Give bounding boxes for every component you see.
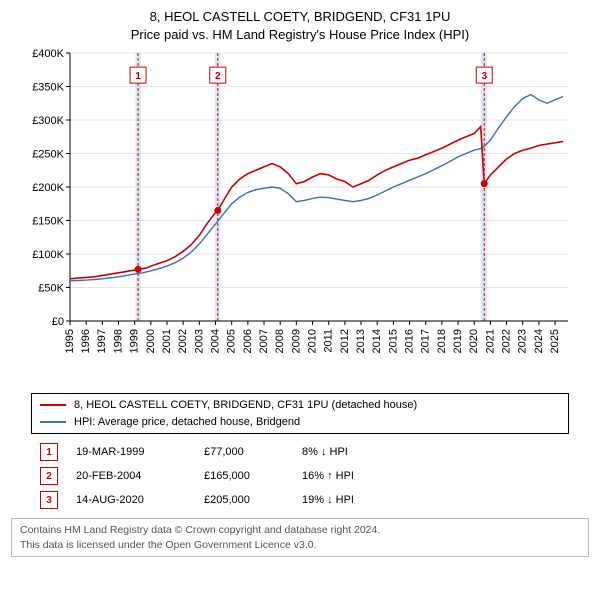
legend: 8, HEOL CASTELL COETY, BRIDGEND, CF31 1P…: [31, 393, 569, 434]
svg-text:2000: 2000: [145, 329, 157, 353]
legend-item: HPI: Average price, detached house, Brid…: [40, 414, 560, 431]
legend-label: HPI: Average price, detached house, Brid…: [74, 414, 300, 431]
svg-text:£50K: £50K: [38, 283, 64, 295]
marker-date: 20-FEB-2004: [76, 470, 186, 482]
marker-row: 3 14-AUG-2020 £205,000 19% ↓ HPI: [40, 488, 560, 512]
marker-badge: 2: [40, 467, 58, 485]
legend-item: 8, HEOL CASTELL COETY, BRIDGEND, CF31 1P…: [40, 397, 560, 414]
svg-text:1999: 1999: [129, 329, 141, 353]
svg-text:1995: 1995: [64, 329, 76, 353]
svg-text:2017: 2017: [420, 329, 432, 353]
marker-delta: 8% ↓ HPI: [302, 446, 402, 458]
legend-swatch: [40, 404, 66, 406]
attribution: Contains HM Land Registry data © Crown c…: [11, 518, 589, 557]
legend-swatch: [40, 421, 66, 423]
svg-text:1996: 1996: [80, 329, 92, 353]
svg-text:2012: 2012: [339, 329, 351, 353]
svg-text:2015: 2015: [387, 329, 399, 353]
marker-delta: 19% ↓ HPI: [302, 494, 402, 506]
svg-text:2022: 2022: [500, 329, 512, 353]
svg-text:2005: 2005: [226, 329, 238, 353]
attribution-line: Contains HM Land Registry data © Crown c…: [20, 523, 580, 538]
svg-text:2003: 2003: [193, 329, 205, 353]
attribution-line: This data is licensed under the Open Gov…: [20, 538, 580, 553]
svg-text:2019: 2019: [452, 329, 464, 353]
marker-table: 1 19-MAR-1999 £77,000 8% ↓ HPI 2 20-FEB-…: [40, 440, 560, 512]
svg-text:3: 3: [481, 71, 487, 82]
svg-text:£350K: £350K: [32, 82, 64, 94]
chart-svg: £0 £50K £100K £150K £200K £250K £300K £350K £400…: [20, 47, 580, 387]
svg-text:2008: 2008: [274, 329, 286, 353]
title-line-2: Price paid vs. HM Land Registry's House …: [10, 26, 590, 44]
svg-text:2007: 2007: [258, 329, 270, 353]
marker-price: £77,000: [204, 446, 284, 458]
svg-text:2001: 2001: [161, 329, 173, 353]
svg-text:2021: 2021: [484, 329, 496, 353]
svg-text:£300K: £300K: [32, 115, 64, 127]
chart-title: 8, HEOL CASTELL COETY, BRIDGEND, CF31 1P…: [10, 8, 590, 43]
page-root: 8, HEOL CASTELL COETY, BRIDGEND, CF31 1P…: [0, 0, 600, 590]
svg-text:2016: 2016: [403, 329, 415, 353]
svg-text:£0: £0: [52, 316, 64, 328]
svg-text:2023: 2023: [517, 329, 529, 353]
svg-text:£100K: £100K: [32, 249, 64, 261]
svg-text:2004: 2004: [209, 329, 221, 353]
svg-text:2002: 2002: [177, 329, 189, 353]
marker-date: 14-AUG-2020: [76, 494, 186, 506]
svg-text:£200K: £200K: [32, 182, 64, 194]
svg-text:£250K: £250K: [32, 149, 64, 161]
svg-text:2013: 2013: [355, 329, 367, 353]
svg-text:2018: 2018: [436, 329, 448, 353]
svg-text:2: 2: [215, 71, 221, 82]
svg-text:2014: 2014: [371, 329, 383, 353]
legend-label: 8, HEOL CASTELL COETY, BRIDGEND, CF31 1P…: [74, 397, 417, 414]
marker-row: 2 20-FEB-2004 £165,000 16% ↑ HPI: [40, 464, 560, 488]
marker-price: £165,000: [204, 470, 284, 482]
marker-badge: 1: [40, 443, 58, 461]
marker-date: 19-MAR-1999: [76, 446, 186, 458]
svg-text:1: 1: [135, 71, 141, 82]
marker-price: £205,000: [204, 494, 284, 506]
marker-badge: 3: [40, 491, 58, 509]
price-chart: £0 £50K £100K £150K £200K £250K £300K £350K £400…: [20, 47, 580, 387]
svg-text:£400K: £400K: [32, 48, 64, 60]
title-line-1: 8, HEOL CASTELL COETY, BRIDGEND, CF31 1P…: [10, 8, 590, 26]
svg-text:2024: 2024: [533, 329, 545, 353]
svg-text:2025: 2025: [549, 329, 561, 353]
svg-text:2010: 2010: [306, 329, 318, 353]
marker-delta: 16% ↑ HPI: [302, 470, 402, 482]
svg-text:2020: 2020: [468, 329, 480, 353]
svg-text:2009: 2009: [290, 329, 302, 353]
svg-text:£150K: £150K: [32, 216, 64, 228]
svg-text:2011: 2011: [323, 329, 335, 353]
svg-text:1997: 1997: [96, 329, 108, 353]
svg-text:2006: 2006: [242, 329, 254, 353]
marker-row: 1 19-MAR-1999 £77,000 8% ↓ HPI: [40, 440, 560, 464]
svg-text:1998: 1998: [112, 329, 124, 353]
